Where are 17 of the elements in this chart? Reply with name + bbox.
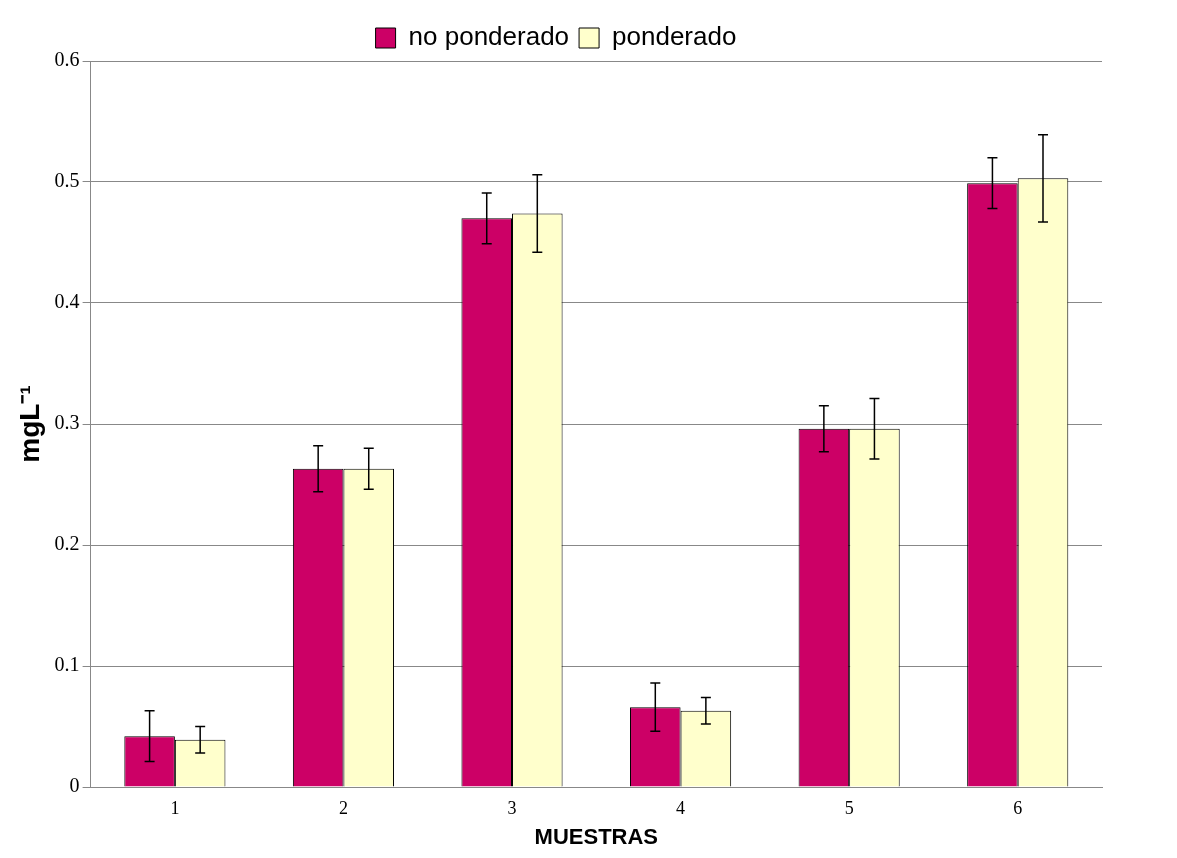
y-axis-title: mgL⁻¹ (13, 385, 45, 463)
x-tick-label: 3 (507, 797, 517, 818)
y-tick-label: 0.5 (54, 169, 80, 192)
y-tick-label: 0.2 (54, 532, 80, 555)
x-tick-label: 4 (676, 797, 686, 818)
y-tick-label: 0 (69, 774, 80, 797)
x-tick-label: 2 (338, 797, 348, 818)
legend-label: ponderado (612, 21, 737, 52)
legend-label: no ponderado (408, 21, 570, 52)
y-tick-label: 0.4 (54, 290, 80, 313)
x-tick-label: 1 (170, 797, 180, 818)
y-tick-label: 0.6 (54, 48, 80, 71)
x-tick-label: 5 (844, 797, 854, 818)
x-axis-title: MUESTRAS (534, 823, 659, 849)
y-tick-label: 0.1 (54, 653, 80, 676)
x-tick-label: 6 (1013, 797, 1023, 818)
y-tick-label: 0.3 (54, 411, 80, 434)
